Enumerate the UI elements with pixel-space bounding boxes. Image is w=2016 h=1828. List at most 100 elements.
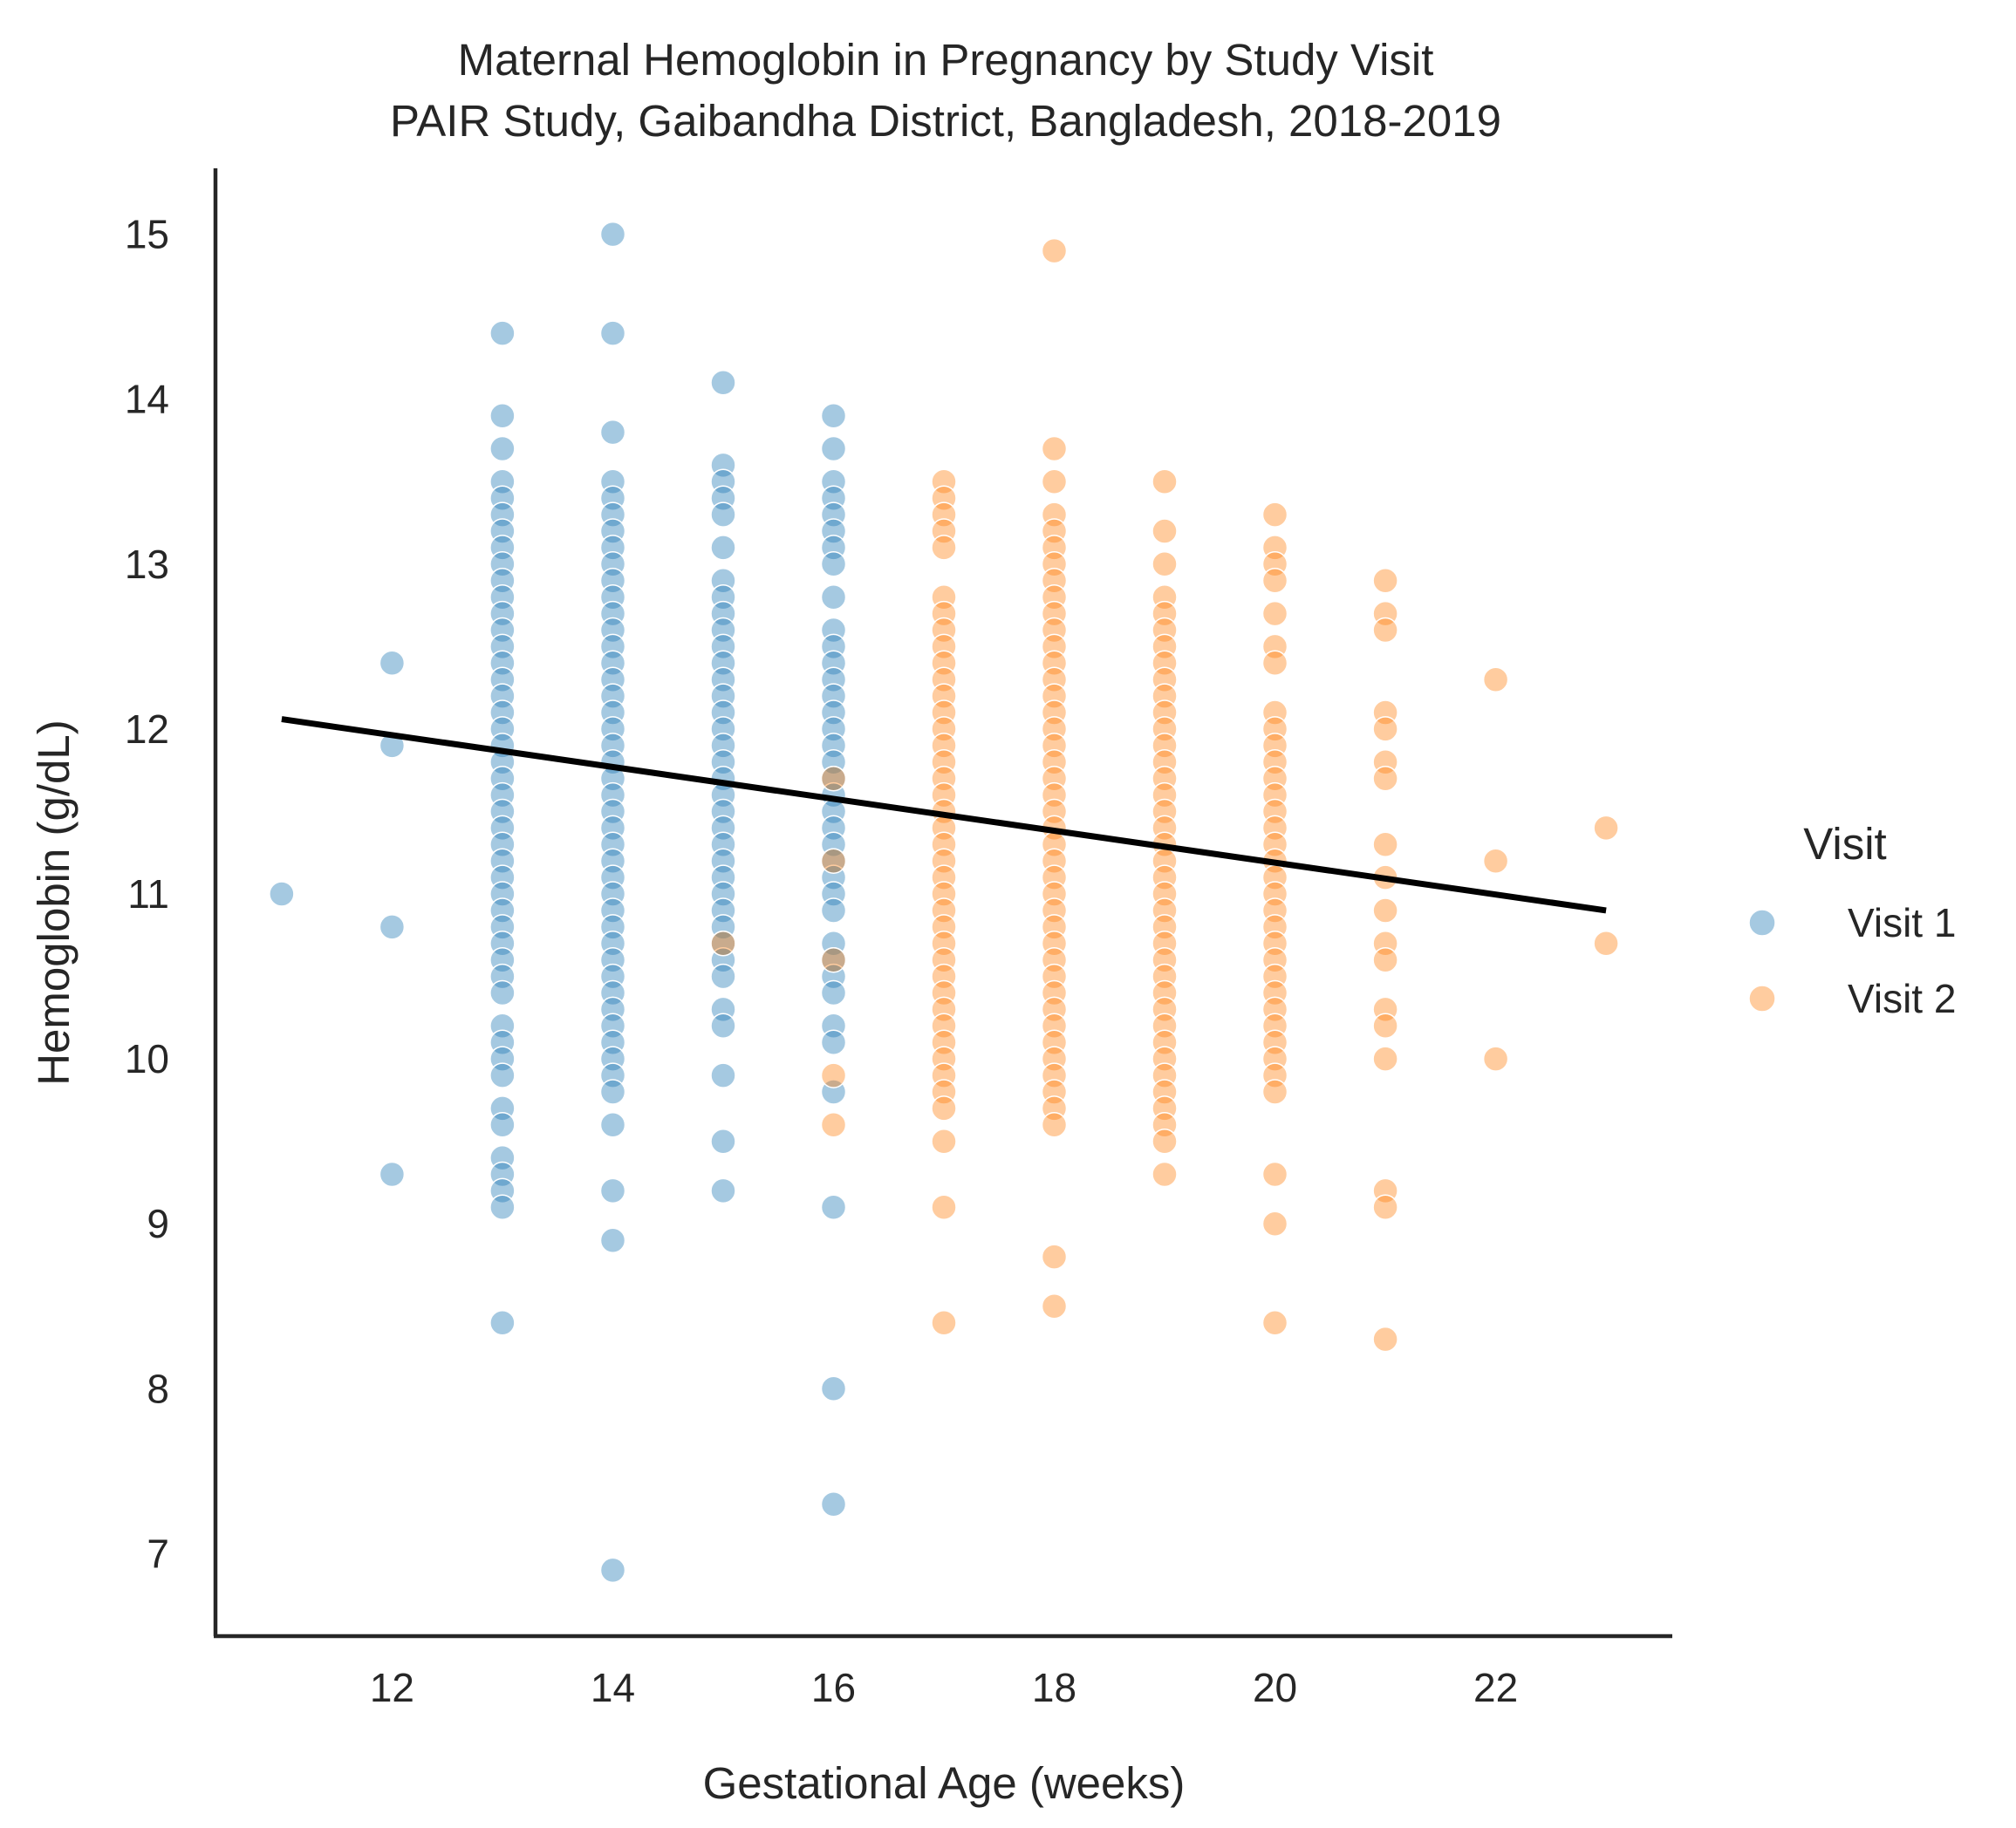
data-point: [710, 1013, 736, 1040]
data-point: [1372, 716, 1398, 742]
chart-title-line-2: PAIR Study, Gaibandha District, Banglade…: [390, 96, 1501, 146]
data-point: [710, 963, 736, 990]
data-point: [820, 1029, 847, 1055]
data-point: [931, 1194, 957, 1221]
data-point: [599, 320, 626, 346]
series-1: [269, 221, 847, 1584]
data-point: [599, 1177, 626, 1204]
data-point: [1593, 815, 1619, 842]
data-point: [820, 551, 847, 577]
y-tick-label: 7: [147, 1531, 169, 1576]
data-point: [1261, 1211, 1288, 1237]
data-point: [820, 583, 847, 610]
axes: [213, 168, 1672, 1639]
data-point: [1261, 1309, 1288, 1336]
data-point: [599, 221, 626, 248]
y-tick-label: 15: [125, 212, 169, 257]
data-point: [489, 979, 516, 1006]
data-point: [1372, 831, 1398, 858]
data-point: [1261, 650, 1288, 677]
data-point: [599, 1227, 626, 1253]
data-point: [1261, 568, 1288, 594]
legend-marker-visit-1: [1748, 909, 1776, 937]
y-tick-label: 13: [125, 542, 169, 587]
data-point: [599, 419, 626, 446]
y-axis-label: Hemoglobin (g/dL): [29, 720, 79, 1086]
y-tick-label: 9: [147, 1201, 169, 1246]
points-layer: [269, 221, 1619, 1584]
data-point: [1152, 468, 1178, 495]
data-point: [1372, 1326, 1398, 1353]
chart-title: Maternal Hemoglobin in Pregnancy by Stud…: [390, 35, 1501, 146]
data-point: [1041, 435, 1068, 462]
data-point: [1152, 1128, 1178, 1155]
y-tick-label: 10: [125, 1036, 169, 1081]
x-tick-label: 16: [811, 1665, 856, 1710]
data-point: [931, 1095, 957, 1122]
data-point: [489, 1112, 516, 1138]
data-point: [820, 765, 847, 792]
legend-title: Visit: [1803, 819, 1886, 869]
data-point: [489, 402, 516, 429]
data-point: [1372, 568, 1398, 594]
data-point: [820, 1375, 847, 1402]
data-point: [599, 1112, 626, 1138]
data-point: [1482, 848, 1509, 874]
y-tick-label: 12: [125, 706, 169, 752]
data-point: [379, 914, 406, 940]
data-point: [820, 1194, 847, 1221]
data-point: [489, 1062, 516, 1088]
data-point: [1261, 1161, 1288, 1188]
series-2: [710, 237, 1619, 1353]
trend-line: [281, 716, 1607, 914]
data-point: [379, 1161, 406, 1188]
x-tick-label: 22: [1473, 1665, 1518, 1710]
x-tick-label: 14: [591, 1665, 635, 1710]
data-point: [710, 370, 736, 396]
data-point: [1152, 1161, 1178, 1188]
data-point: [820, 1112, 847, 1138]
x-axis-label: Gestational Age (weeks): [703, 1758, 1186, 1808]
data-point: [710, 1177, 736, 1204]
data-point: [1261, 600, 1288, 627]
data-point: [710, 535, 736, 561]
legend: Visit Visit 1 Visit 2: [1748, 819, 1956, 1021]
data-point: [379, 650, 406, 677]
chart-title-line-1: Maternal Hemoglobin in Pregnancy by Stud…: [458, 35, 1434, 85]
data-point: [1261, 1079, 1288, 1105]
data-point: [1372, 1194, 1398, 1221]
data-point: [710, 1128, 736, 1155]
data-point: [820, 979, 847, 1006]
data-point: [1372, 946, 1398, 973]
y-tick-label: 8: [147, 1366, 169, 1411]
x-tick-label: 18: [1032, 1665, 1076, 1710]
data-point: [820, 848, 847, 874]
legend-marker-visit-2: [1748, 985, 1776, 1013]
data-point: [820, 402, 847, 429]
data-point: [1372, 1046, 1398, 1072]
data-point: [820, 897, 847, 924]
data-point: [1372, 1013, 1398, 1040]
data-point: [599, 1557, 626, 1584]
data-point: [489, 435, 516, 462]
data-point: [1372, 765, 1398, 792]
x-tick-labels: 12 14 16 18 20 22: [370, 1665, 1518, 1710]
legend-label-visit-2: Visit 2: [1848, 976, 1956, 1021]
data-point: [820, 435, 847, 462]
data-point: [1482, 1046, 1509, 1072]
data-point: [1041, 468, 1068, 495]
data-point: [1152, 518, 1178, 544]
data-point: [489, 320, 516, 346]
data-point: [489, 1309, 516, 1336]
data-point: [710, 1062, 736, 1088]
data-point: [820, 1490, 847, 1518]
data-point: [931, 1309, 957, 1336]
data-point: [1041, 1293, 1068, 1320]
data-point: [710, 501, 736, 528]
data-point: [820, 1062, 847, 1088]
data-point: [599, 1079, 626, 1105]
x-tick-label: 20: [1253, 1665, 1297, 1710]
y-tick-label: 14: [125, 377, 169, 422]
data-point: [1482, 666, 1509, 692]
